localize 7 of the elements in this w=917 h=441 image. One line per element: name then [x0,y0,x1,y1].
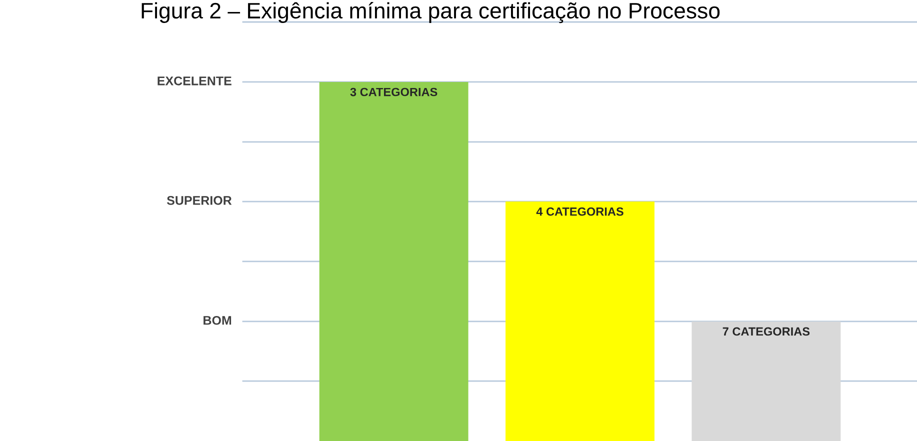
annotation: 7 CATEGORIAS [722,327,810,336]
ref-line-label: BOM [204,316,232,325]
chart-title: Figura 2 – Exigência mínima para certificação no Processo [142,2,720,24]
annotation: 4 CATEGORIAS [536,207,624,216]
ref-line-label: SUPERIOR [166,196,232,205]
annotation: 3 CATEGORIAS [350,88,438,96]
ref-line-label: EXCELENTE [158,76,232,86]
